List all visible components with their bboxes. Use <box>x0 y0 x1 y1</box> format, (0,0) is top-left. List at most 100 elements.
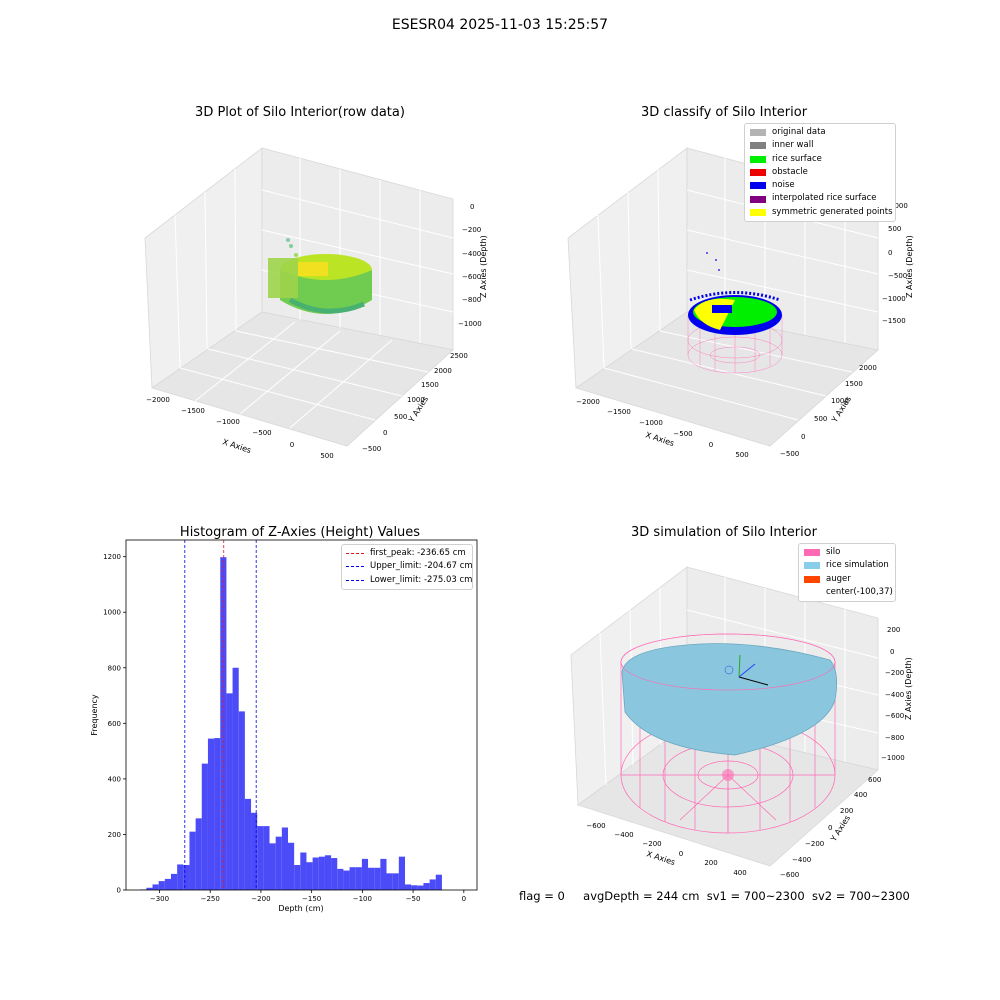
legend-entry: Lower_limit: -275.03 cm <box>346 574 472 587</box>
svg-text:−500: −500 <box>362 445 381 453</box>
histogram-chart: Histogram of Z-Axies (Height) Values −30… <box>90 525 478 913</box>
histogram-bar <box>251 812 258 890</box>
histogram-title: Histogram of Z-Axies (Height) Values <box>180 525 420 540</box>
svg-text:−500: −500 <box>888 272 907 280</box>
histogram-bar <box>318 856 325 890</box>
simulation-3d-plot: 3D simulation of Silo Interior −600 −400… <box>570 525 913 879</box>
svg-text:2000: 2000 <box>859 364 877 372</box>
histogram-bar <box>331 858 338 890</box>
svg-text:200: 200 <box>887 626 900 634</box>
svg-text:0: 0 <box>383 429 387 437</box>
legend-entry: noise <box>750 179 890 192</box>
svg-text:1000: 1000 <box>890 202 908 210</box>
svg-text:−200: −200 <box>805 840 824 848</box>
histogram-xlabel: Depth (cm) <box>278 904 323 913</box>
histogram-bar <box>368 867 375 890</box>
svg-text:2000: 2000 <box>434 367 452 375</box>
legend-swatch <box>804 575 820 583</box>
legend-swatch <box>750 129 766 137</box>
svg-text:−1500: −1500 <box>607 408 631 416</box>
svg-text:Z Axies (Depth): Z Axies (Depth) <box>905 235 914 298</box>
svg-text:−500: −500 <box>252 429 271 437</box>
histogram-bar <box>374 867 381 890</box>
svg-text:0: 0 <box>828 824 832 832</box>
status-footer: flag = 0 avgDepth = 244 cm sv1 = 700~230… <box>519 889 910 903</box>
simulation-3d-title: 3D simulation of Silo Interior <box>631 525 818 540</box>
histogram-bar <box>349 867 356 890</box>
histogram-bar <box>183 865 190 890</box>
classify-3d-title: 3D classify of Silo Interior <box>641 105 808 120</box>
legend-swatch <box>804 589 820 596</box>
y-tick-label: 400 <box>108 775 121 783</box>
histogram-bar <box>152 884 159 890</box>
simulation-legend: silo rice simulation auger center(-100,3… <box>798 543 896 603</box>
histogram-bar <box>257 826 264 890</box>
histogram-bar <box>195 818 202 890</box>
svg-text:X Axies: X Axies <box>221 437 252 455</box>
svg-text:Z Axies (Depth): Z Axies (Depth) <box>904 657 913 720</box>
svg-text:−800: −800 <box>885 734 904 742</box>
svg-text:−1000: −1000 <box>882 295 906 303</box>
histogram-bar <box>417 885 424 890</box>
svg-text:−1000: −1000 <box>216 418 240 426</box>
y-tick-label: 800 <box>108 664 121 672</box>
histogram-bar <box>244 798 252 890</box>
svg-text:1000: 1000 <box>831 397 849 405</box>
svg-text:−1000: −1000 <box>639 419 663 427</box>
legend-entry: interpolated rice surface <box>750 192 890 205</box>
svg-text:400: 400 <box>854 791 867 799</box>
flag-text: flag = 0 <box>519 889 565 903</box>
histogram-bar <box>324 855 332 890</box>
histogram-bar <box>398 856 405 890</box>
sv1-text: sv1 = 700~2300 <box>706 889 805 903</box>
svg-text:0: 0 <box>470 203 474 211</box>
legend-entry: center(-100,37) <box>804 586 893 599</box>
histogram-bar <box>429 879 436 890</box>
legend-swatch <box>804 549 820 557</box>
histogram-bar <box>269 843 276 890</box>
histogram-bar <box>435 874 442 890</box>
svg-text:X Axies: X Axies <box>644 430 675 448</box>
svg-text:0: 0 <box>709 441 713 449</box>
histogram-bar <box>380 858 387 890</box>
legend-swatch <box>750 142 766 150</box>
histogram-bar <box>337 868 344 890</box>
svg-text:Z Axies (Depth): Z Axies (Depth) <box>479 235 488 298</box>
svg-text:−2000: −2000 <box>576 398 600 406</box>
svg-text:500: 500 <box>320 452 333 460</box>
histogram-bar <box>411 885 418 890</box>
svg-text:X Axies: X Axies <box>645 849 676 867</box>
histogram-ylabel: Frequency <box>90 694 99 736</box>
svg-text:600: 600 <box>868 776 881 784</box>
histogram-bar <box>361 858 369 890</box>
svg-text:500: 500 <box>735 451 748 459</box>
histogram-bar <box>220 557 227 890</box>
histogram-bar <box>343 870 350 890</box>
svg-text:1500: 1500 <box>421 381 439 389</box>
legend-swatch <box>750 195 766 203</box>
legend-entry: rice surface <box>750 153 890 166</box>
histogram-bar <box>300 852 307 890</box>
svg-text:−600: −600 <box>586 822 605 830</box>
svg-text:500: 500 <box>394 413 407 421</box>
histogram-bar <box>158 881 165 890</box>
histogram-legend: first_peak: -236.65 cm Upper_limit: -204… <box>341 544 473 590</box>
svg-text:0: 0 <box>890 648 894 656</box>
svg-text:−2000: −2000 <box>146 396 170 404</box>
sv2-text: sv2 = 700~2300 <box>811 889 910 903</box>
x-tick-label: −50 <box>406 895 421 903</box>
svg-text:−200: −200 <box>642 840 661 848</box>
x-tick-label: −300 <box>150 895 169 903</box>
svg-text:400: 400 <box>733 869 746 877</box>
histogram-bar <box>164 878 171 890</box>
plot-frame <box>125 539 478 891</box>
histogram-bar <box>281 827 288 890</box>
histogram-bar <box>263 826 270 890</box>
classify-legend: original data inner wall rice surface ob… <box>744 123 896 223</box>
svg-text:−800: −800 <box>462 296 481 304</box>
legend-entry: original data <box>750 126 890 139</box>
svg-text:1000: 1000 <box>407 396 425 404</box>
x-tick-label: −150 <box>302 895 321 903</box>
svg-text:1500: 1500 <box>845 380 863 388</box>
svg-text:200: 200 <box>704 859 717 867</box>
